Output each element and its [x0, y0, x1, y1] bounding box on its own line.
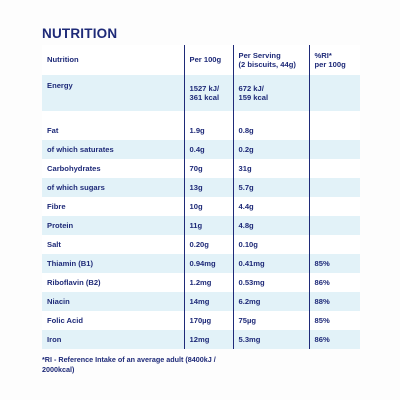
cell-per-100g: 0.4g	[183, 140, 233, 159]
cell-per-serving: 5.3mg	[232, 330, 309, 349]
cell-per-serving: 0.8g	[232, 121, 309, 140]
cell-per-100g: 0.20g	[183, 235, 233, 254]
energy-kcal-per-100g: 361 kcal	[189, 93, 220, 102]
cell-per-serving: 6.2mg	[232, 292, 309, 311]
cell-per-100g: 11g	[183, 216, 233, 235]
cell-ri: 85%	[308, 311, 360, 330]
header-ri: %RI* per 100g	[308, 45, 360, 75]
cell-ri	[308, 197, 360, 216]
cell-ri	[308, 216, 360, 235]
cell-per-100g: 1527 kJ/ 361 kcal	[183, 75, 233, 111]
cell-ri: 88%	[308, 292, 360, 311]
cell-ri: 86%	[308, 273, 360, 292]
table-row: Niacin 14mg 6.2mg 88%	[42, 292, 360, 311]
table-header-row: Nutrition Per 100g Per Serving (2 biscui…	[42, 45, 360, 75]
table-row: Carbohydrates 70g 31g	[42, 159, 360, 178]
cell-per-serving: 75µg	[232, 311, 309, 330]
header-per-serving: Per Serving (2 biscuits, 44g)	[232, 45, 309, 75]
table-row: Folic Acid 170µg 75µg 85%	[42, 311, 360, 330]
cell-ri: 85%	[308, 254, 360, 273]
table-row: Riboflavin (B2) 1.2mg 0.53mg 86%	[42, 273, 360, 292]
cell-per-100g: 1.2mg	[183, 273, 233, 292]
row-label: Riboflavin (B2)	[47, 277, 101, 287]
cell-per-100g: 1.9g	[183, 121, 233, 140]
cell-per-serving: 672 kJ/ 159 kcal	[232, 75, 309, 111]
header-per-100g: Per 100g	[183, 45, 233, 75]
cell-ri	[308, 159, 360, 178]
nutrition-table-container: Nutrition Per 100g Per Serving (2 biscui…	[42, 45, 360, 349]
row-label: Folic Acid	[47, 315, 84, 325]
page-title: NUTRITION	[42, 26, 118, 41]
table-row: of which sugars 13g 5.7g	[42, 178, 360, 197]
table-row: Iron 12mg 5.3mg 86%	[42, 330, 360, 349]
table-row-energy: Energy 1527 kJ/ 361 kcal 672 kJ/ 159 kca…	[42, 75, 360, 111]
table-spacer-row	[42, 111, 360, 121]
cell-ri	[308, 178, 360, 197]
cell-per-100g: 12mg	[183, 330, 233, 349]
ri-footnote: *RI - Reference Intake of an average adu…	[42, 355, 216, 374]
cell-per-100g: 70g	[183, 159, 233, 178]
cell-per-100g: 14mg	[183, 292, 233, 311]
cell-per-serving: 0.2g	[232, 140, 309, 159]
row-label: Salt	[47, 239, 61, 249]
cell-per-serving: 5.7g	[232, 178, 309, 197]
cell-per-serving: 4.8g	[232, 216, 309, 235]
header-nutrition: Nutrition	[47, 55, 79, 65]
nutrition-table: Nutrition Per 100g Per Serving (2 biscui…	[42, 45, 360, 349]
energy-kcal-per-serving: 159 kcal	[238, 93, 269, 102]
row-label: Fibre	[47, 201, 66, 211]
table-row: Thiamin (B1) 0.94mg 0.41mg 85%	[42, 254, 360, 273]
table-row: Protein 11g 4.8g	[42, 216, 360, 235]
cell-per-100g: 13g	[183, 178, 233, 197]
cell-ri	[308, 140, 360, 159]
cell-ri: 86%	[308, 330, 360, 349]
table-row: Fat 1.9g 0.8g	[42, 121, 360, 140]
energy-kj-per-serving: 672 kJ/	[238, 83, 264, 93]
cell-per-100g: 170µg	[183, 311, 233, 330]
row-label: Protein	[47, 220, 74, 230]
row-label: Carbohydrates	[47, 163, 101, 173]
row-label: of which saturates	[47, 144, 114, 154]
row-label: Niacin	[47, 296, 70, 306]
table-row: Salt 0.20g 0.10g	[42, 235, 360, 254]
cell-ri	[308, 121, 360, 140]
table-row: of which saturates 0.4g 0.2g	[42, 140, 360, 159]
row-label: Thiamin (B1)	[47, 258, 93, 268]
row-label: Iron	[47, 334, 62, 344]
energy-kj-per-100g: 1527 kJ/	[189, 83, 220, 93]
cell-per-serving: 0.41mg	[232, 254, 309, 273]
table-row: Fibre 10g 4.4g	[42, 197, 360, 216]
cell-ri	[308, 75, 360, 111]
row-label: Fat	[47, 125, 59, 135]
cell-per-serving: 31g	[232, 159, 309, 178]
row-label: Energy	[47, 81, 73, 90]
cell-per-serving: 4.4g	[232, 197, 309, 216]
cell-per-100g: 10g	[183, 197, 233, 216]
cell-per-serving: 0.10g	[232, 235, 309, 254]
cell-per-serving: 0.53mg	[232, 273, 309, 292]
row-label: of which sugars	[47, 182, 105, 192]
cell-per-100g: 0.94mg	[183, 254, 233, 273]
cell-ri	[308, 235, 360, 254]
